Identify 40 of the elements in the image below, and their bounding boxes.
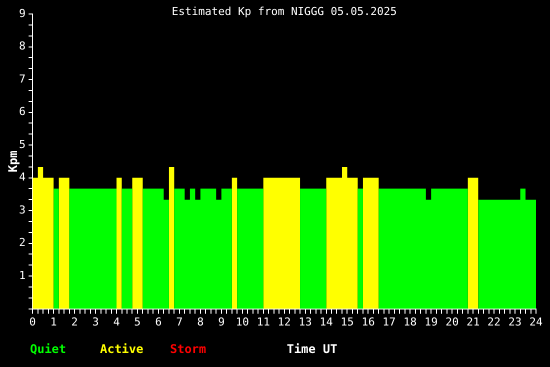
x-tick-label: 16 bbox=[362, 315, 375, 328]
y-tick-label: 5 bbox=[19, 138, 26, 151]
y-tick-label: 2 bbox=[19, 236, 26, 250]
legend-label: Storm bbox=[170, 342, 206, 356]
x-tick-label: 0 bbox=[29, 315, 36, 328]
text: Quiet bbox=[30, 342, 66, 356]
x-tick-label: 17 bbox=[382, 315, 396, 328]
x-tick-label: 9 bbox=[218, 315, 225, 328]
x-tick-label: 5 bbox=[134, 315, 141, 328]
x-tick-label: 10 bbox=[236, 315, 249, 328]
x-tick-label: 7 bbox=[176, 315, 183, 328]
x-tick-label: 18 bbox=[404, 315, 417, 328]
x-tick-label: 24 bbox=[529, 315, 543, 328]
x-tick-label: 6 bbox=[155, 315, 162, 328]
x-tick-label: 19 bbox=[424, 315, 438, 328]
chart-title: Estimated Kp from NIGGG 05.05.2025 bbox=[172, 4, 397, 18]
y-tick-label: 8 bbox=[19, 40, 26, 53]
text: Active bbox=[100, 342, 144, 356]
x-tick-label: 12 bbox=[278, 315, 291, 328]
x-tick-label: 15 bbox=[340, 315, 354, 328]
y-tick-label: 1 bbox=[19, 268, 26, 282]
x-axis-title: Time UT bbox=[286, 342, 338, 356]
x-tick-label: 11 bbox=[256, 315, 270, 328]
y-tick-label: 6 bbox=[19, 105, 26, 118]
x-tick-label: 2 bbox=[71, 315, 78, 328]
y-axis-title: Kpm bbox=[6, 150, 20, 172]
x-tick-label: 20 bbox=[445, 315, 459, 328]
y-tick-label: 4 bbox=[19, 170, 26, 184]
x-tick-label: 13 bbox=[298, 315, 312, 328]
x-tick-label: 21 bbox=[466, 315, 480, 328]
y-tick-label: 7 bbox=[19, 72, 26, 86]
x-tick-label: 14 bbox=[320, 315, 334, 328]
x-tick-label: 1 bbox=[50, 315, 57, 328]
y-tick-label: 3 bbox=[19, 203, 26, 216]
x-tick-label: 8 bbox=[197, 315, 204, 328]
x-tick-label: 4 bbox=[113, 315, 120, 328]
y-tick-label: 9 bbox=[19, 6, 26, 20]
x-tick-label: 22 bbox=[487, 315, 501, 328]
x-tick-label: 3 bbox=[92, 315, 99, 328]
x-tick-label: 23 bbox=[508, 315, 522, 328]
